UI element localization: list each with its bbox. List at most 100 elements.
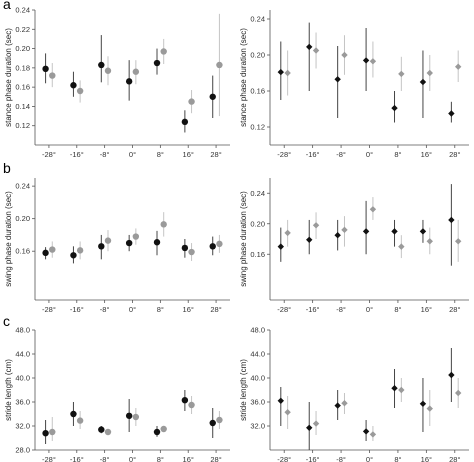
- data-point: [391, 385, 398, 392]
- x-tick-label: -28°: [42, 150, 56, 159]
- data-point: [369, 206, 377, 213]
- y-tick-label: 0.22: [15, 25, 30, 34]
- data-point: [448, 110, 455, 117]
- panel-label-c: c: [3, 313, 10, 329]
- data-point: [98, 61, 105, 69]
- data-point: [209, 243, 216, 250]
- x-tick-label: 28°: [449, 150, 460, 159]
- x-tick-label: 8°: [394, 150, 401, 159]
- data-point: [284, 409, 291, 416]
- data-point: [153, 59, 161, 67]
- panel-label-a: a: [3, 0, 11, 12]
- y-tick-label: 0.16: [15, 247, 30, 256]
- data-point: [181, 118, 189, 126]
- data-point: [398, 243, 405, 250]
- data-point: [448, 371, 455, 379]
- data-point: [419, 78, 427, 86]
- data-point: [306, 424, 313, 431]
- data-point: [70, 82, 77, 89]
- data-point: [70, 252, 77, 259]
- data-point: [125, 78, 133, 85]
- y-tick-label: 48.0: [15, 326, 30, 335]
- x-tick-label: -8°: [336, 455, 346, 462]
- y-tick-label: 0.24: [250, 15, 265, 24]
- data-point: [419, 400, 427, 407]
- y-tick-label: 40.0: [250, 374, 265, 383]
- data-point: [341, 400, 348, 407]
- y-tick-label: 36.0: [15, 398, 30, 407]
- data-point: [334, 76, 341, 83]
- y-axis-label: swing phase duration (sec): [239, 191, 248, 287]
- x-tick-label: 0°: [129, 150, 136, 159]
- y-tick-label: 28.0: [15, 446, 30, 455]
- y-axis-label: swing phase duration (sec): [4, 191, 13, 287]
- data-point: [104, 237, 112, 244]
- x-tick-label: -8°: [100, 305, 110, 314]
- data-point: [419, 228, 427, 235]
- data-point: [104, 67, 112, 74]
- data-point: [284, 69, 291, 77]
- x-tick-label: -16°: [306, 150, 320, 159]
- y-tick-label: 0.16: [250, 87, 265, 96]
- panel-label-b: b: [3, 160, 11, 176]
- x-tick-label: 0°: [129, 455, 136, 462]
- data-point: [306, 236, 313, 243]
- data-point: [284, 229, 291, 237]
- data-point: [98, 243, 105, 250]
- x-tick-label: 16°: [421, 305, 432, 314]
- y-tick-label: 32.0: [15, 422, 30, 431]
- x-tick-label: 8°: [157, 150, 164, 159]
- y-tick-label: 0.20: [250, 51, 265, 60]
- x-tick-label: 8°: [394, 305, 401, 314]
- data-point: [312, 222, 320, 229]
- data-point: [153, 239, 161, 246]
- data-point: [181, 244, 189, 252]
- x-tick-label: -8°: [336, 150, 346, 159]
- y-axis-label: stance phase duration (sec): [4, 28, 13, 127]
- x-tick-label: 8°: [394, 455, 401, 462]
- x-tick-label: 16°: [421, 455, 432, 462]
- data-point: [104, 428, 112, 436]
- data-point: [398, 386, 405, 394]
- x-tick-label: -8°: [100, 455, 110, 462]
- data-point: [334, 231, 341, 239]
- data-point: [98, 426, 105, 433]
- y-tick-label: 0.12: [250, 123, 265, 132]
- chart-a-left: 0.12 0.14 0.16 0.18 0.20 0.22 0.24 -28° -16° -8° 0…: [4, 6, 230, 159]
- x-tick-label: 8°: [157, 305, 164, 314]
- x-tick-label: -28°: [277, 150, 291, 159]
- data-point: [216, 61, 223, 69]
- data-point: [398, 70, 405, 78]
- x-tick-label: 28°: [210, 455, 221, 462]
- x-tick-label: 28°: [449, 455, 460, 462]
- data-point: [369, 58, 377, 65]
- y-axis-label: stride length (cm): [4, 359, 13, 421]
- data-point: [42, 249, 49, 257]
- data-point: [306, 43, 313, 51]
- y-tick-label: 0.14: [15, 102, 30, 111]
- data-point: [369, 431, 377, 438]
- data-point: [391, 104, 398, 112]
- data-point: [49, 428, 56, 436]
- data-point: [209, 93, 216, 100]
- x-tick-label: 16°: [421, 150, 432, 159]
- x-tick-label: 28°: [210, 150, 221, 159]
- y-tick-label: 0.20: [15, 214, 30, 223]
- data-point: [153, 428, 161, 436]
- y-tick-label: 0.18: [15, 63, 30, 72]
- data-point: [341, 226, 348, 234]
- data-point: [76, 417, 84, 424]
- x-tick-label: -16°: [306, 305, 320, 314]
- data-point: [341, 51, 348, 59]
- data-point: [362, 428, 370, 435]
- chart-c-right: 32.0 36.0 40.0 44.0 48.0 -28° -16° -8° 0° 8° 16° 28…: [239, 326, 469, 462]
- data-point: [188, 401, 195, 409]
- data-point: [132, 68, 140, 75]
- chart-b-right: 0.16 0.20 0.24 -28° -16° -8° 0° 8° 16° 28° swing p…: [239, 178, 469, 314]
- x-tick-label: -8°: [100, 150, 110, 159]
- y-tick-label: 36.0: [250, 398, 265, 407]
- data-point: [42, 65, 49, 73]
- y-axis-label: stride length (cm): [239, 359, 248, 421]
- data-point: [49, 72, 56, 79]
